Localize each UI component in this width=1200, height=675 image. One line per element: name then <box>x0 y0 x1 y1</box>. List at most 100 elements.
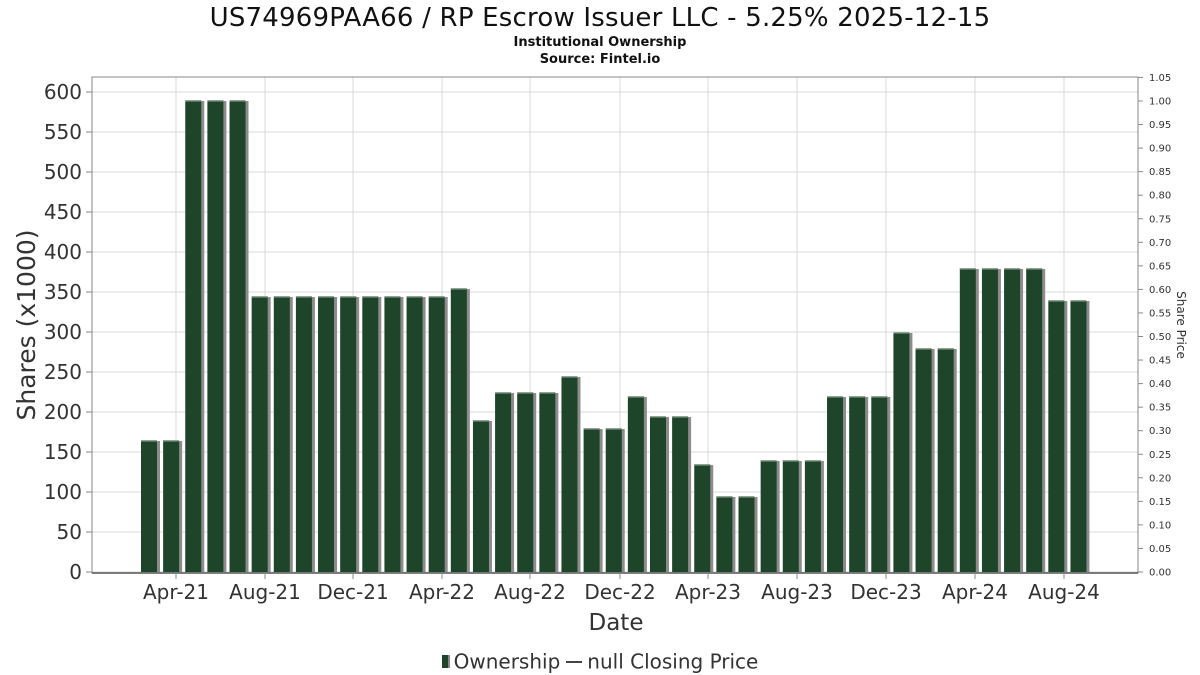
bar-highlight <box>827 396 844 398</box>
y2-tick-label: 0.30 <box>1149 426 1171 437</box>
y2-tick-label: 1.00 <box>1149 97 1171 108</box>
bar-highlight <box>406 296 423 298</box>
ownership-bar <box>207 100 224 572</box>
ownership-bar <box>185 100 202 572</box>
y2-tick-label: 0.65 <box>1149 261 1171 272</box>
bar-highlight <box>760 460 777 462</box>
y2-tick-label: 0.10 <box>1149 520 1171 531</box>
x-tick-label: Apr-23 <box>675 580 741 604</box>
bar-highlight <box>273 296 290 298</box>
y-tick-label: 500 <box>44 160 82 184</box>
ownership-bar <box>384 296 401 572</box>
x-tick-label: Aug-23 <box>761 580 833 604</box>
bar-highlight <box>229 100 246 102</box>
ownership-bar <box>517 392 534 572</box>
y-tick-label: 50 <box>57 520 82 544</box>
ownership-bar <box>141 440 157 572</box>
bar-highlight <box>384 296 401 298</box>
ownership-bar <box>583 428 600 572</box>
ownership-bar <box>804 460 821 572</box>
ownership-bar <box>273 296 290 572</box>
bar-highlight <box>1070 300 1087 302</box>
bar-highlight <box>185 100 202 102</box>
y2-tick-label: 0.05 <box>1149 544 1171 555</box>
y-tick-label: 0 <box>69 560 82 584</box>
ownership-bar <box>760 460 777 572</box>
bar-highlight <box>1026 268 1043 270</box>
bar-highlight <box>295 296 312 298</box>
y-tick-label: 100 <box>44 480 82 504</box>
bar-highlight <box>251 296 268 298</box>
bar-highlight <box>583 428 600 430</box>
y2-tick-label: 0.20 <box>1149 473 1171 484</box>
axes-layer: 0 50 100 150 200 250 300 350 400 450 500 550 600 Apr-… <box>12 73 1188 636</box>
ownership-bar <box>915 348 932 572</box>
bar-highlight <box>495 392 512 394</box>
y2-tick-label: 0.60 <box>1149 285 1171 296</box>
ownership-bar <box>318 296 335 572</box>
y2-tick-label: 0.70 <box>1149 238 1171 249</box>
bar-highlight <box>207 100 224 102</box>
bar-highlight <box>163 440 180 442</box>
x-tick-label: Dec-23 <box>850 580 921 604</box>
y-tick-label: 200 <box>44 400 82 424</box>
ownership-bar <box>450 288 467 572</box>
ownership-bar <box>849 396 866 572</box>
bar-highlight <box>627 396 644 398</box>
ownership-bar <box>627 396 644 572</box>
ownership-bar <box>694 464 711 572</box>
bar-highlight <box>738 496 755 498</box>
ownership-bar <box>295 296 312 572</box>
y-tick-label: 550 <box>44 120 82 144</box>
bar-highlight <box>981 268 998 270</box>
x-tick-label: Dec-22 <box>584 580 655 604</box>
ownership-bar <box>472 420 489 572</box>
chart-subtitle: Institutional Ownership <box>513 35 687 50</box>
ownership-bar <box>672 416 689 572</box>
y2-axis-label: Share Price <box>1174 291 1188 359</box>
bar-highlight <box>871 396 888 398</box>
bar-highlight <box>849 396 866 398</box>
bar-highlight <box>937 348 954 350</box>
ownership-bar <box>649 416 666 572</box>
ownership-bar <box>1026 268 1043 572</box>
ownership-bar <box>539 392 556 572</box>
ownership-bar <box>229 100 246 572</box>
bar-highlight <box>1004 268 1021 270</box>
bar-highlight <box>450 288 467 290</box>
y2-tick-label: 0.00 <box>1149 568 1171 579</box>
y2-tick-label: 0.90 <box>1149 144 1171 155</box>
ownership-bar <box>495 392 512 572</box>
bar-highlight <box>517 392 534 394</box>
ownership-bar <box>1070 300 1087 572</box>
y-tick-label: 450 <box>44 200 82 224</box>
y2-tick-label: 0.85 <box>1149 167 1171 178</box>
bar-highlight <box>893 332 910 334</box>
bar-highlight <box>649 416 666 418</box>
price-legend-swatch <box>566 660 583 663</box>
bar-highlight <box>141 440 157 442</box>
ownership-bar <box>251 296 268 572</box>
legend-ownership-label: Ownership <box>453 649 561 674</box>
ownership-bar <box>1048 300 1065 572</box>
y2-tick-label: 0.45 <box>1149 356 1171 367</box>
bar-highlight <box>959 268 976 270</box>
ownership-bar <box>959 268 976 572</box>
y2-tick-label: 0.40 <box>1149 379 1171 390</box>
ownership-bar <box>362 296 379 572</box>
ownership-bar <box>937 348 954 572</box>
bar-highlight <box>539 392 556 394</box>
ownership-bar <box>163 440 180 572</box>
bar-highlight <box>472 420 489 422</box>
ownership-bar <box>827 396 844 572</box>
y-axis-label: Shares (x1000) <box>12 229 41 420</box>
bar-highlight <box>716 496 733 498</box>
ownership-legend-swatch <box>441 655 450 668</box>
x-tick-label: Aug-24 <box>1028 580 1100 604</box>
ownership-bar <box>406 296 423 572</box>
y-tick-label: 150 <box>44 440 82 464</box>
y2-tick-label: 0.95 <box>1149 120 1171 131</box>
ownership-bar <box>893 332 910 572</box>
chart-legend: Ownership null Closing Price <box>0 648 1200 674</box>
